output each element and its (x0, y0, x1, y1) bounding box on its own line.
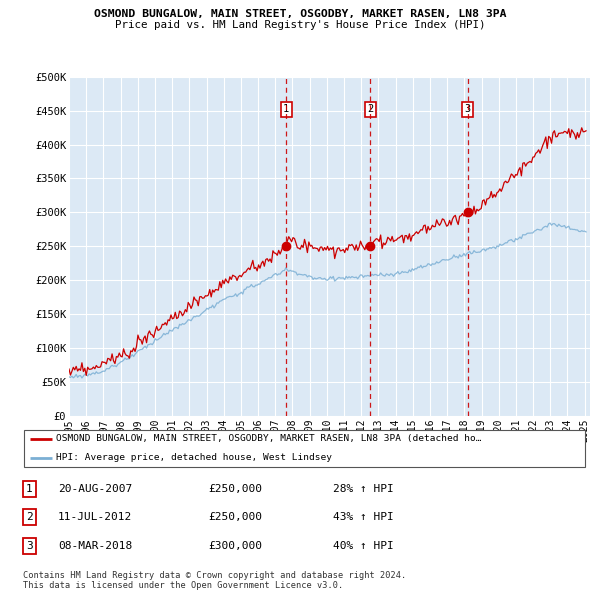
Text: 08-MAR-2018: 08-MAR-2018 (58, 540, 132, 550)
Text: 3: 3 (26, 540, 33, 550)
Text: OSMOND BUNGALOW, MAIN STREET, OSGODBY, MARKET RASEN, LN8 3PA (detached ho…: OSMOND BUNGALOW, MAIN STREET, OSGODBY, M… (56, 434, 482, 444)
Text: Contains HM Land Registry data © Crown copyright and database right 2024.: Contains HM Land Registry data © Crown c… (23, 571, 406, 579)
Text: 2: 2 (26, 512, 33, 522)
Text: 11-JUL-2012: 11-JUL-2012 (58, 512, 132, 522)
Text: 2: 2 (367, 104, 373, 114)
Text: £250,000: £250,000 (208, 484, 262, 494)
Text: 28% ↑ HPI: 28% ↑ HPI (333, 484, 394, 494)
Text: 1: 1 (26, 484, 33, 494)
Text: 40% ↑ HPI: 40% ↑ HPI (333, 540, 394, 550)
Text: 3: 3 (464, 104, 471, 114)
Text: 1: 1 (283, 104, 289, 114)
Text: This data is licensed under the Open Government Licence v3.0.: This data is licensed under the Open Gov… (23, 581, 343, 589)
FancyBboxPatch shape (24, 430, 585, 467)
Text: £250,000: £250,000 (208, 512, 262, 522)
Text: 20-AUG-2007: 20-AUG-2007 (58, 484, 132, 494)
Text: 43% ↑ HPI: 43% ↑ HPI (333, 512, 394, 522)
Text: HPI: Average price, detached house, West Lindsey: HPI: Average price, detached house, West… (56, 453, 332, 463)
Text: OSMOND BUNGALOW, MAIN STREET, OSGODBY, MARKET RASEN, LN8 3PA: OSMOND BUNGALOW, MAIN STREET, OSGODBY, M… (94, 9, 506, 19)
Text: Price paid vs. HM Land Registry's House Price Index (HPI): Price paid vs. HM Land Registry's House … (115, 20, 485, 30)
Text: £300,000: £300,000 (208, 540, 262, 550)
